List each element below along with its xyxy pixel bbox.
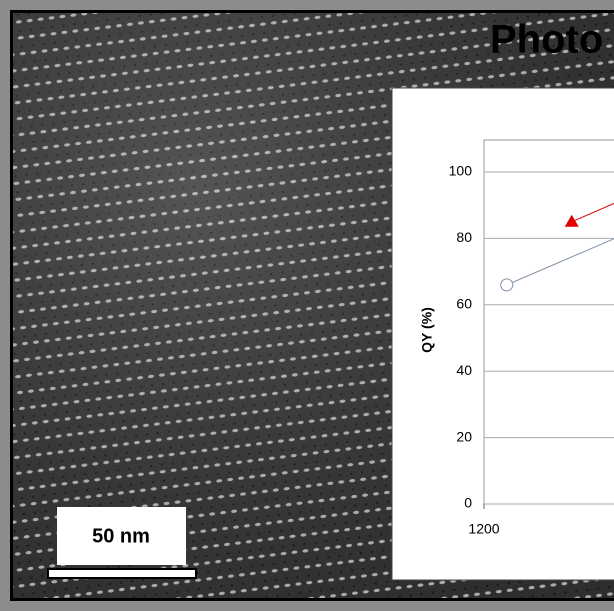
chart: 020406080100120014001600QY (%) — [419, 139, 614, 537]
y-tick-label: 100 — [449, 163, 473, 179]
y-axis-label: QY (%) — [419, 307, 435, 353]
y-tick-label: 40 — [456, 362, 472, 378]
scale-label: 50 nm — [92, 525, 150, 547]
scale-bar — [47, 568, 197, 579]
point — [564, 214, 579, 227]
title: Photo — [490, 18, 603, 62]
point — [500, 278, 514, 292]
y-tick-label: 60 — [456, 296, 472, 312]
y-tick-label: 0 — [464, 495, 472, 511]
series-line — [506, 238, 614, 286]
series-line — [571, 202, 614, 223]
x-tick-label: 1200 — [468, 521, 499, 537]
y-tick-label: 20 — [456, 428, 472, 444]
scale-label-box — [57, 507, 186, 565]
chart-inset — [391, 87, 614, 581]
plot — [500, 202, 614, 292]
y-tick-label: 80 — [456, 229, 472, 245]
